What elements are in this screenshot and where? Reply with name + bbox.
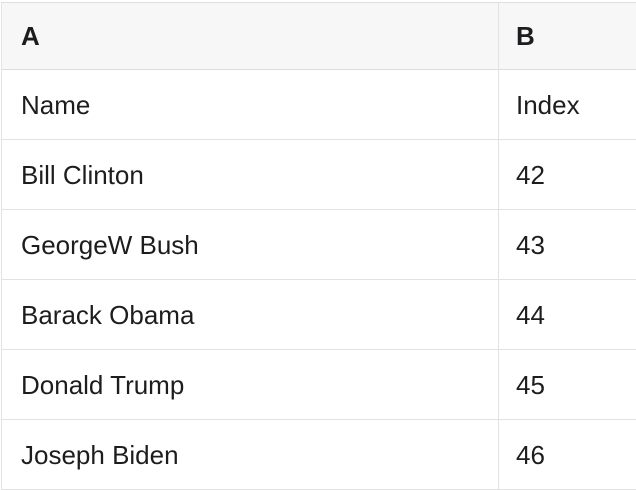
cell-index[interactable]: 46: [516, 439, 545, 470]
cell-name[interactable]: GeorgeW Bush: [2, 210, 499, 279]
column-header-b[interactable]: B: [516, 21, 535, 51]
table-row: Donald Trump 45: [2, 350, 636, 420]
table-row: Name Index: [2, 70, 636, 140]
cell-name[interactable]: Joseph Biden: [2, 420, 499, 489]
table-row: GeorgeW Bush 43: [2, 210, 636, 280]
cell-index[interactable]: Index: [516, 89, 580, 120]
cell-name[interactable]: Donald Trump: [2, 350, 499, 419]
table-row: Bill Clinton 42: [2, 140, 636, 210]
cell-index[interactable]: 44: [516, 299, 545, 330]
cell-name[interactable]: Name: [2, 70, 499, 139]
table-row: Joseph Biden 46: [2, 420, 636, 490]
table-row: Barack Obama 44: [2, 280, 636, 350]
cell-index[interactable]: 42: [516, 159, 545, 190]
cell-index[interactable]: 43: [516, 229, 545, 260]
cell-name[interactable]: Barack Obama: [2, 280, 499, 349]
cell-index[interactable]: 45: [516, 369, 545, 400]
cell-name[interactable]: Bill Clinton: [2, 140, 499, 209]
column-header-a[interactable]: A: [2, 3, 499, 69]
header-row: A B: [2, 3, 636, 70]
